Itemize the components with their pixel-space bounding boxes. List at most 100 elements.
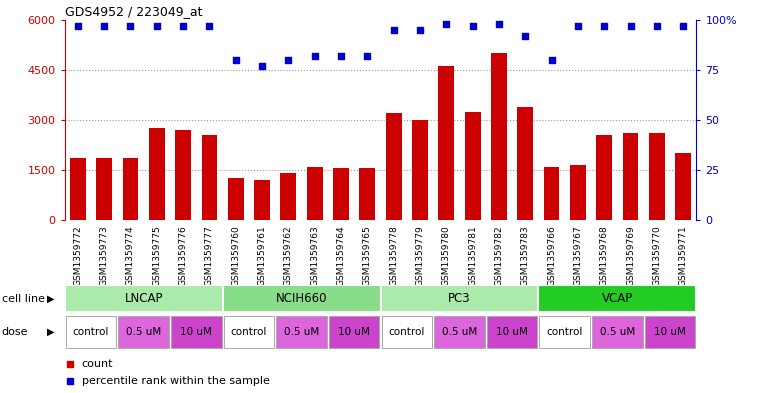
Point	[203, 22, 215, 29]
Bar	[465, 112, 480, 220]
Text: GSM1359774: GSM1359774	[126, 225, 135, 286]
Bar	[96, 158, 112, 220]
Bar	[645, 316, 696, 348]
Text: GSM1359769: GSM1359769	[626, 225, 635, 286]
Point	[625, 22, 637, 29]
Bar	[119, 316, 169, 348]
Point	[151, 22, 163, 29]
Text: GDS4952 / 223049_at: GDS4952 / 223049_at	[65, 6, 202, 18]
Text: GSM1359770: GSM1359770	[652, 225, 661, 286]
Point	[493, 20, 505, 27]
Text: GSM1359782: GSM1359782	[495, 225, 504, 286]
Text: GSM1359764: GSM1359764	[336, 225, 345, 286]
Text: VCAP: VCAP	[602, 292, 633, 305]
Point	[598, 22, 610, 29]
Bar	[597, 135, 612, 220]
Bar	[592, 316, 642, 348]
Text: GSM1359772: GSM1359772	[73, 225, 82, 286]
Point	[335, 53, 347, 59]
Point	[361, 53, 374, 59]
Text: GSM1359767: GSM1359767	[573, 225, 582, 286]
Text: ▶: ▶	[47, 327, 55, 337]
Text: GSM1359768: GSM1359768	[600, 225, 609, 286]
Bar	[65, 285, 223, 312]
Text: GSM1359775: GSM1359775	[152, 225, 161, 286]
Bar	[438, 66, 454, 220]
Bar	[149, 128, 164, 220]
Text: 10 uM: 10 uM	[496, 327, 528, 337]
Text: GSM1359763: GSM1359763	[310, 225, 319, 286]
Bar	[649, 133, 665, 220]
Text: 0.5 uM: 0.5 uM	[442, 327, 477, 337]
Point	[651, 22, 663, 29]
Text: GSM1359778: GSM1359778	[389, 225, 398, 286]
Text: GSM1359773: GSM1359773	[100, 225, 109, 286]
Text: GSM1359776: GSM1359776	[179, 225, 188, 286]
Text: cell line: cell line	[2, 294, 45, 304]
Text: NCIH660: NCIH660	[275, 292, 327, 305]
Text: GSM1359766: GSM1359766	[547, 225, 556, 286]
Bar	[307, 167, 323, 220]
Point	[230, 57, 242, 63]
Text: 10 uM: 10 uM	[338, 327, 370, 337]
Text: 0.5 uM: 0.5 uM	[600, 327, 635, 337]
Bar	[622, 133, 638, 220]
Text: percentile rank within the sample: percentile rank within the sample	[82, 376, 269, 386]
Point	[124, 22, 136, 29]
Bar	[359, 168, 375, 220]
Bar	[380, 285, 539, 312]
Bar	[171, 316, 221, 348]
Bar	[386, 113, 402, 220]
Bar	[487, 316, 537, 348]
Text: GSM1359780: GSM1359780	[442, 225, 451, 286]
Point	[440, 20, 452, 27]
Bar	[381, 316, 432, 348]
Bar	[570, 165, 586, 220]
Point	[309, 53, 321, 59]
Text: LNCAP: LNCAP	[124, 292, 163, 305]
Text: 0.5 uM: 0.5 uM	[126, 327, 161, 337]
Point	[572, 22, 584, 29]
Point	[546, 57, 558, 63]
Bar	[281, 173, 296, 220]
Bar	[254, 180, 270, 220]
Text: GSM1359765: GSM1359765	[363, 225, 372, 286]
Bar	[276, 316, 326, 348]
Text: control: control	[73, 327, 109, 337]
Text: GSM1359760: GSM1359760	[231, 225, 240, 286]
Point	[177, 22, 189, 29]
Bar	[517, 107, 533, 220]
Point	[98, 22, 110, 29]
Bar	[65, 316, 116, 348]
Text: control: control	[389, 327, 425, 337]
Point	[466, 22, 479, 29]
Point	[256, 62, 268, 69]
Text: 0.5 uM: 0.5 uM	[284, 327, 319, 337]
Bar	[539, 285, 696, 312]
Text: GSM1359783: GSM1359783	[521, 225, 530, 286]
Point	[387, 27, 400, 33]
Bar	[228, 178, 244, 220]
Text: 10 uM: 10 uM	[180, 327, 212, 337]
Bar	[435, 316, 485, 348]
Bar	[491, 53, 507, 220]
Text: GSM1359777: GSM1359777	[205, 225, 214, 286]
Bar	[329, 316, 380, 348]
Bar	[333, 168, 349, 220]
Text: ▶: ▶	[47, 294, 55, 304]
Text: count: count	[82, 358, 113, 369]
Bar	[202, 135, 218, 220]
Point	[72, 22, 84, 29]
Point	[677, 22, 689, 29]
Text: GSM1359761: GSM1359761	[257, 225, 266, 286]
Bar	[412, 120, 428, 220]
Bar	[224, 316, 274, 348]
Text: GSM1359771: GSM1359771	[679, 225, 688, 286]
Bar	[543, 167, 559, 220]
Text: PC3: PC3	[448, 292, 471, 305]
Bar	[675, 153, 691, 220]
Point	[519, 33, 531, 39]
Bar	[70, 158, 86, 220]
Text: GSM1359781: GSM1359781	[468, 225, 477, 286]
Text: GSM1359779: GSM1359779	[416, 225, 425, 286]
